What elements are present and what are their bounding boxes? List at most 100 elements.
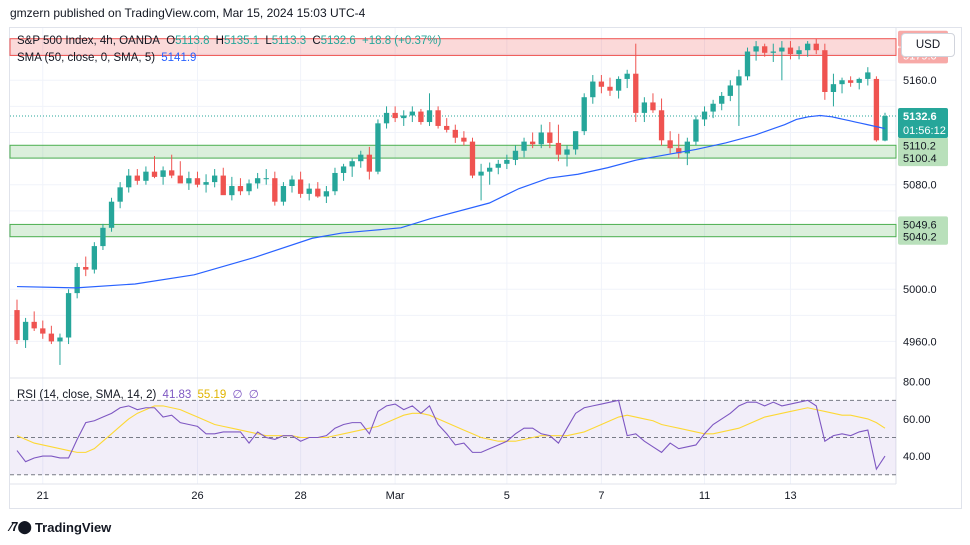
candle-body [650,102,656,111]
price-label: 5049.6 [903,219,937,231]
candle-body [57,337,63,342]
candle-body [547,132,553,143]
price-label: 5132.6 [903,111,937,123]
candle-body [14,310,20,341]
candle-body [813,43,819,51]
candle-body [203,182,209,185]
candle-body [340,166,347,173]
candle-body [151,171,158,177]
rsi-tick-label: 60.00 [903,414,931,426]
candle-body [753,46,759,52]
tradingview-logo-icon: ⁄7⬤ [10,519,32,534]
time-tick-label: 26 [191,490,203,502]
candle-body [31,321,37,329]
candle-body [693,119,699,142]
sma-line [16,114,886,289]
time-tick-label: 5 [504,490,510,502]
footer-brand[interactable]: ⁄7⬤ TradingView [10,519,111,535]
candle-body [839,80,845,85]
rsi-sma-value: 55.19 [197,389,227,401]
candle-body [719,95,725,104]
candle-body [452,129,458,138]
candle-body [444,125,450,130]
candle-body [229,186,235,196]
candle-body [22,321,29,341]
price-tick-label: 4960.0 [903,336,937,348]
sma-value: 5141.9 [161,52,197,64]
candle-body [126,175,132,188]
price-label-bg [898,108,948,139]
low-value: 5113.3 [271,35,307,47]
candle-body [143,171,149,181]
rsi-value: 41.83 [162,389,192,401]
price-label: 5110.2 [903,140,936,152]
sma-label[interactable]: SMA (50, close, 0, SMA, 5) [17,52,156,64]
zone-red [9,38,897,56]
candle-body [323,191,330,197]
candle-body [512,150,519,160]
candle-body [615,78,622,91]
candle-body [787,47,794,55]
candle-body [572,131,579,150]
price-label-bg [898,150,948,167]
candle-body [366,154,373,172]
candle-body [487,167,493,172]
candle-body [383,112,390,124]
candle-body [804,43,811,51]
close-value: 5132.6 [320,35,356,47]
candle-body [426,110,433,123]
candle-body [762,46,768,53]
candle-body [770,51,776,53]
change-value: +18.8 (+0.37%) [362,35,442,47]
candle-body [289,179,295,187]
candle-body [830,84,837,92]
candle-body [177,175,183,184]
chart-frame [9,27,962,509]
candle-body [358,154,364,162]
candle-body [796,50,802,55]
candle-body [65,293,72,338]
candle-body [220,175,226,196]
time-tick-label: 13 [784,490,796,502]
candle-body [478,171,484,176]
candle-body [744,51,751,77]
candle-body [194,178,201,185]
candle-body [538,132,544,145]
rsi-tick-label: 80.00 [903,377,931,389]
rsi-extra-2: ∅ [248,389,259,401]
candle-body [409,111,415,116]
price-label-bg [898,216,948,233]
high-label: H [215,35,224,47]
candle-body [272,178,278,202]
candle-body [83,266,89,270]
symbol-label[interactable]: S&P 500 Index, 4h, OANDA [17,35,160,47]
currency-button[interactable]: USD [901,33,955,57]
candle-body [658,110,665,141]
candle-body [461,137,467,142]
rsi-legend: RSI (14, close, SMA, 14, 2) 41.83 55.19 … [17,387,262,401]
candle-body [865,72,871,79]
candle-body [91,246,98,270]
main-legend: S&P 500 Index, 4h, OANDA O5113.8 H5135.1… [17,35,444,47]
candle-body [315,188,321,197]
candle-body [332,172,338,192]
time-tick-label: Mar [386,490,405,502]
candle-body [186,178,192,184]
candle-body [779,47,785,52]
candle-body [847,80,854,83]
candle-body [375,123,381,172]
time-tick-label: 28 [294,490,306,502]
candle-body [48,333,55,342]
candle-body [254,178,261,184]
candle-body [392,112,398,119]
sma-legend: SMA (50, close, 0, SMA, 5) 5141.9 [17,52,199,64]
candle-body [100,227,106,247]
candle-body [495,163,501,168]
zone-green [9,223,897,238]
candle-body [237,186,244,192]
rsi-label[interactable]: RSI (14, close, SMA, 14, 2) [17,389,157,401]
candle-body [624,73,630,79]
rsi-tick-label: 40.00 [903,451,931,463]
high-value: 5135.1 [223,35,260,47]
